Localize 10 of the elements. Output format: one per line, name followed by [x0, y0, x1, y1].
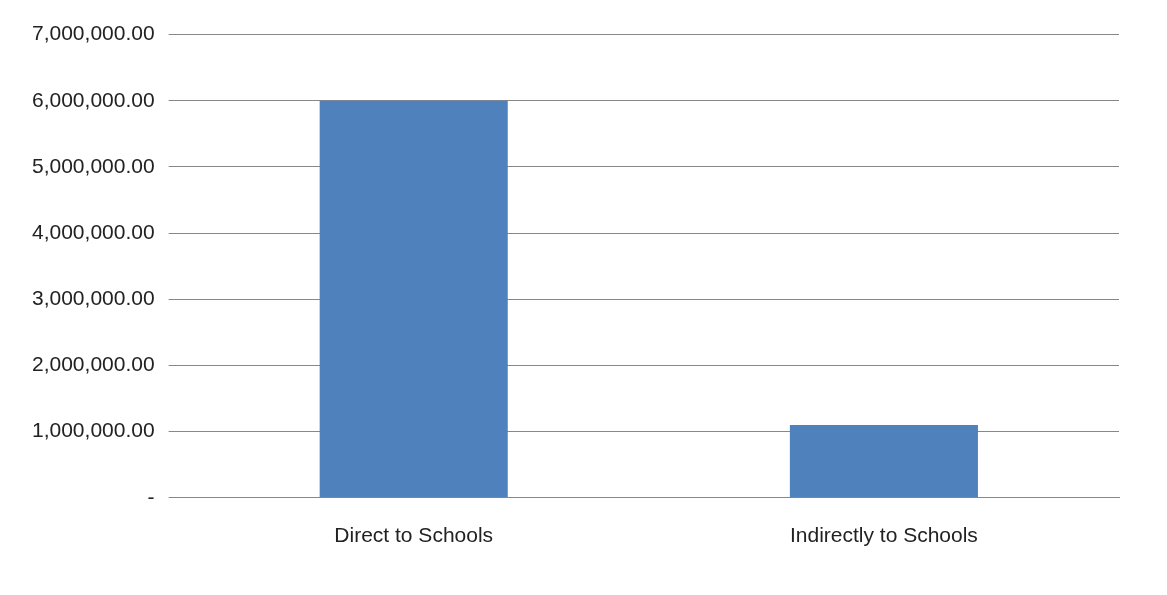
x-tick-label: Indirectly to Schools: [789, 523, 978, 547]
y-tick-label: -: [147, 484, 155, 508]
y-tick-label: 5,000,000.00: [31, 153, 155, 177]
y-tick-label: 3,000,000.00: [31, 286, 155, 310]
x-tick-label: Direct to Schools: [334, 523, 494, 547]
y-tick-label: 1,000,000.00: [31, 418, 155, 442]
y-tick-label: 7,000,000.00: [31, 21, 155, 45]
y-tick-label: 4,000,000.00: [31, 219, 155, 243]
y-tick-label: 6,000,000.00: [31, 87, 155, 111]
y-tick-label: 2,000,000.00: [31, 352, 155, 376]
